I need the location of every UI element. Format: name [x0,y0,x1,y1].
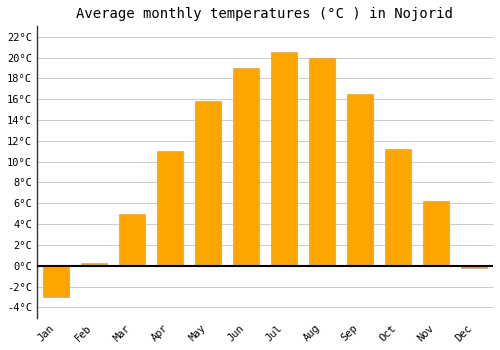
Bar [422,201,450,266]
Bar [118,214,145,266]
Bar [308,57,336,266]
Bar [384,149,411,266]
Title: Average monthly temperatures (°C ) in Nojorid: Average monthly temperatures (°C ) in No… [76,7,454,21]
Bar [346,94,374,266]
Bar [156,151,183,266]
Bar [270,52,297,266]
Bar [42,266,69,297]
Bar [194,101,221,266]
Bar [460,266,487,268]
Bar [80,262,107,266]
Bar [232,68,259,266]
